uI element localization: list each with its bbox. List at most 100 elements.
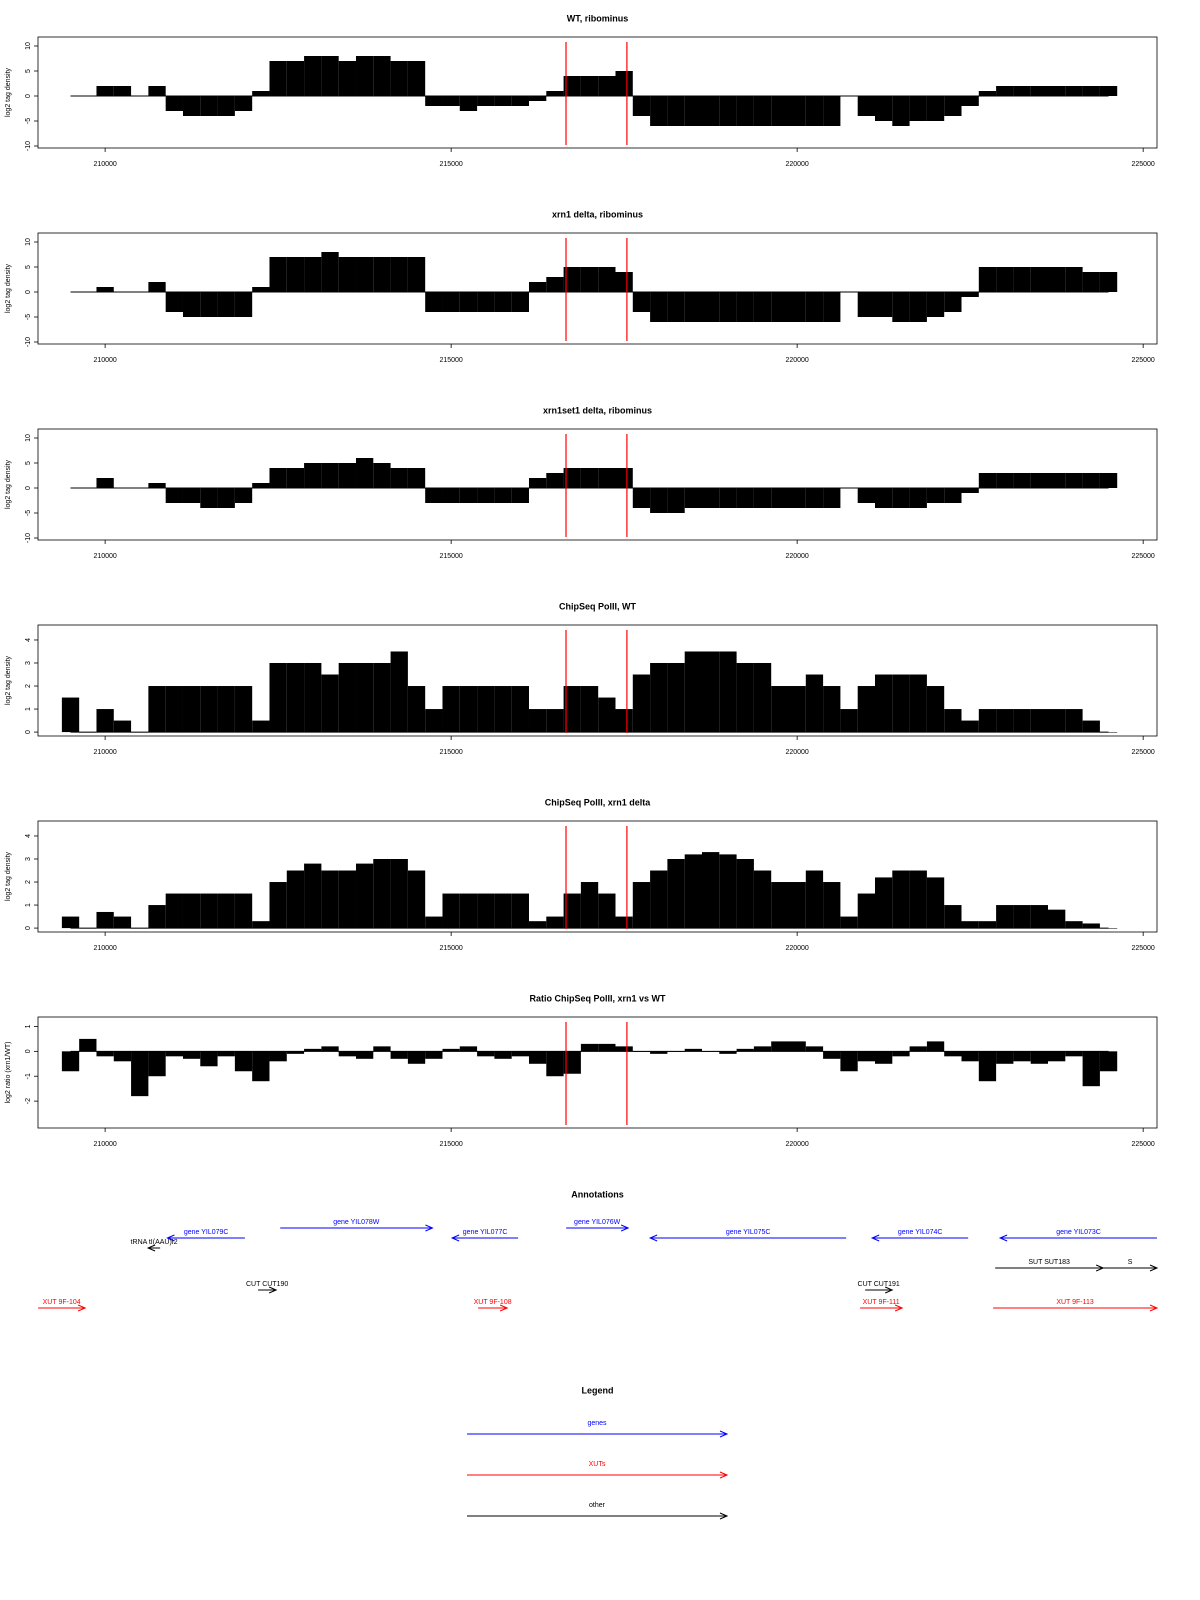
bar: [978, 473, 997, 488]
feature-label: gene YIL078W: [333, 1219, 380, 1226]
bar: [234, 1051, 253, 1072]
y-tick-label: 4: [25, 638, 32, 642]
bar: [875, 674, 893, 733]
bar: [961, 488, 979, 493]
bar: [477, 1051, 495, 1057]
bar: [252, 287, 270, 292]
bar: [425, 488, 443, 503]
bar: [1065, 86, 1083, 96]
feature-label: SUT SUT183: [1028, 1259, 1070, 1266]
bar: [805, 674, 824, 733]
bar: [701, 1051, 720, 1052]
arrow-head: [1095, 1264, 1105, 1272]
feature-arrow: [566, 1224, 630, 1232]
bar: [909, 1046, 927, 1052]
y-tick-label: 5: [25, 69, 32, 73]
bar: [598, 697, 616, 733]
bar: [1048, 86, 1066, 96]
bar: [286, 662, 305, 733]
bar: [113, 1051, 132, 1062]
bar: [892, 1051, 910, 1057]
bar: [304, 257, 322, 292]
bar: [805, 1046, 824, 1052]
bar: [355, 863, 374, 929]
bar: [926, 96, 945, 121]
bar: [286, 468, 305, 488]
bar: [425, 292, 443, 312]
bar: [840, 709, 858, 733]
bar: [736, 488, 754, 508]
bar: [1013, 1051, 1031, 1062]
x-tick-label: 225000: [1131, 357, 1154, 364]
bar: [511, 1051, 529, 1057]
feature-label: gene YIL073C: [1056, 1229, 1101, 1236]
bar: [1048, 709, 1066, 733]
bar: [528, 709, 547, 733]
bar: [875, 1051, 893, 1064]
y-axis-label: log2 tag density: [5, 655, 12, 705]
bar: [563, 1051, 581, 1074]
bar: [286, 257, 305, 292]
x-tick-label: 220000: [785, 357, 808, 364]
bar: [667, 292, 685, 322]
bar: [373, 463, 391, 488]
arrow-head: [648, 1234, 658, 1242]
plot-area: [70, 434, 1118, 537]
y-tick-label: 4: [25, 834, 32, 838]
bar: [961, 292, 979, 297]
bar: [736, 1048, 754, 1052]
bar: [286, 870, 305, 929]
bar: [857, 488, 876, 503]
plot-frame: [37, 428, 1158, 541]
bar: [1065, 267, 1083, 292]
bar: [269, 882, 287, 929]
y-tick-label: -5: [25, 314, 32, 320]
bar: [459, 96, 478, 111]
y-tick-label: 1: [25, 707, 32, 711]
bar: [701, 292, 720, 322]
bar: [598, 1043, 616, 1052]
bar: [684, 488, 702, 508]
panel-title: Ratio ChipSeq PolII, xrn1 vs WT: [529, 993, 666, 1003]
y-tick-label: 0: [25, 486, 32, 490]
y-tick-label: -2: [25, 1098, 32, 1104]
bar: [961, 720, 979, 733]
bar: [200, 686, 218, 733]
bar: [1030, 709, 1049, 733]
bar: [736, 662, 754, 733]
y-tick-label: 5: [25, 461, 32, 465]
annotations-title: Annotations: [571, 1189, 624, 1199]
bar: [148, 282, 166, 292]
bar: [373, 56, 391, 96]
bar: [304, 662, 322, 733]
y-tick-label: 0: [25, 1049, 32, 1053]
bar: [944, 96, 962, 116]
x-tick-label: 225000: [1131, 161, 1154, 168]
feature-arrow: [450, 1234, 519, 1242]
bar: [1030, 473, 1049, 488]
legend-arrow: [467, 1430, 729, 1438]
feature-arrow: [258, 1286, 278, 1294]
bar: [753, 870, 772, 929]
bar: [736, 292, 754, 322]
bar: [736, 858, 754, 929]
bar: [355, 458, 374, 488]
bar: [1082, 1051, 1100, 1087]
x-tick-label: 210000: [93, 945, 116, 952]
bar: [182, 96, 201, 116]
bar: [598, 893, 616, 929]
bar: [269, 1051, 287, 1062]
bar: [909, 488, 927, 508]
bar: [667, 858, 685, 929]
bar: [1030, 267, 1049, 292]
legend-label: genes: [587, 1420, 607, 1427]
bar: [632, 1051, 651, 1052]
bar: [96, 911, 114, 929]
bar: [632, 674, 651, 733]
x-tick-label: 215000: [439, 1141, 462, 1148]
x-tick-label: 210000: [93, 357, 116, 364]
x-tick-label: 225000: [1131, 553, 1154, 560]
bar: [96, 1051, 114, 1057]
bar: [598, 267, 616, 292]
